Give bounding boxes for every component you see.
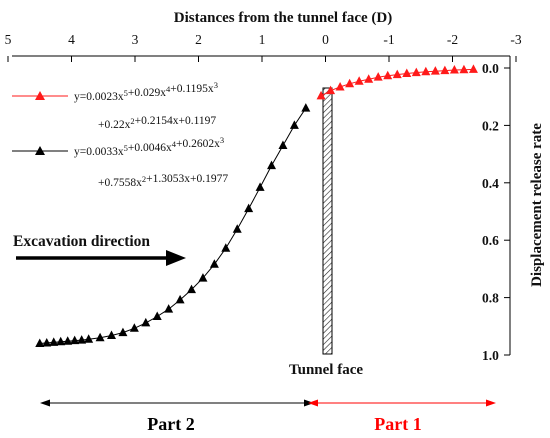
- part2-arrow: [40, 399, 314, 407]
- y-tick-label: 0.0: [482, 61, 499, 76]
- x-tick-label: -2: [447, 32, 458, 47]
- y-tick-label: 0.8: [482, 291, 499, 306]
- tunnel-face-bar: [322, 87, 333, 355]
- y-tick-label: 0.2: [482, 118, 499, 133]
- data-markers: [35, 64, 478, 348]
- data-point-part2: [49, 337, 59, 346]
- data-point-part2: [232, 224, 242, 233]
- y-tick-label: 0.4: [482, 176, 499, 191]
- data-point-part2: [267, 160, 277, 170]
- part2-label: Part 2: [147, 414, 194, 434]
- data-point-part1: [354, 76, 364, 85]
- x-tick-label: 4: [68, 32, 75, 47]
- data-point-part2: [70, 335, 80, 345]
- x-tick-label: 3: [132, 32, 139, 47]
- part1-label: Part 1: [374, 414, 421, 434]
- excavation-arrow-head: [166, 250, 186, 266]
- data-point-part2: [198, 273, 208, 282]
- data-point-part2: [175, 294, 185, 304]
- data-point-part1: [449, 65, 459, 74]
- y-axis-ticks: 0.0 0.2 0.4 0.6 0.8 1.0: [482, 61, 510, 363]
- y-tick-label: 1.0: [482, 348, 499, 363]
- data-point-part1: [459, 64, 469, 74]
- data-point-part2: [255, 182, 265, 191]
- data-point-part2: [244, 203, 254, 213]
- data-point-part2: [209, 259, 219, 268]
- tunnel-face-label: Tunnel face: [289, 362, 363, 378]
- data-point-part2: [35, 338, 45, 348]
- legend: y=0.0023x5+0.029x4+0.1195x3 +0.22x2+0.21…: [12, 80, 228, 189]
- data-point-part1: [326, 85, 336, 95]
- data-point-part1: [345, 78, 355, 88]
- data-point-part1: [411, 67, 421, 77]
- excavation-direction-label: Excavation direction: [13, 233, 150, 250]
- part1-arrow: [308, 399, 496, 407]
- x-tick-label: 0: [322, 32, 329, 47]
- legend-equation-black-2: +0.7558x2+1.3053x+0.1977: [98, 173, 228, 189]
- data-point-part1: [373, 72, 383, 81]
- data-point-part2: [221, 243, 231, 252]
- legend-equation-black-1: y=0.0033x5+0.0046x4+0.2602x3: [74, 135, 224, 158]
- data-point-part2: [129, 323, 139, 332]
- data-point-part1: [316, 90, 326, 100]
- x-tick-label: 2: [195, 32, 202, 47]
- data-point-part1: [440, 65, 450, 75]
- legend-equation-red-2: +0.22x2+0.2154x+0.1197: [98, 115, 216, 131]
- data-point-part2: [77, 335, 87, 344]
- data-point-part1: [402, 68, 412, 77]
- x-tick-label: 1: [259, 32, 266, 47]
- data-point-part2: [187, 284, 197, 294]
- legend-equation-red-1: y=0.0023x5+0.029x4+0.1195x3: [74, 80, 218, 103]
- data-point-part1: [430, 66, 440, 75]
- y-axis-title: Displacement release rate: [529, 123, 545, 287]
- data-point-part1: [383, 70, 393, 80]
- data-point-part2: [95, 332, 105, 342]
- data-point-part1: [335, 81, 345, 91]
- data-point-part1: [364, 74, 374, 83]
- data-point-part2: [141, 317, 151, 327]
- y-tick-label: 0.6: [482, 233, 499, 248]
- data-point-part2: [56, 336, 66, 346]
- data-point-part2: [63, 336, 73, 345]
- data-point-part2: [301, 103, 311, 112]
- data-point-part2: [42, 337, 52, 347]
- legend-marker-black: [35, 146, 45, 155]
- data-point-part2: [84, 334, 94, 343]
- x-axis-title: Distances from the tunnel face (D): [174, 10, 392, 26]
- data-point-part2: [152, 311, 162, 321]
- x-axis-ticks: 5 4 3 2 1 0 -1 -2 -3: [5, 32, 522, 62]
- x-tick-label: -3: [510, 32, 521, 47]
- data-point-part1: [468, 64, 478, 73]
- data-point-part1: [392, 69, 402, 79]
- data-point-part1: [421, 66, 431, 76]
- x-tick-label: -1: [383, 32, 394, 47]
- x-tick-label: 5: [5, 32, 12, 47]
- data-point-part2: [278, 140, 288, 149]
- legend-marker-red: [35, 91, 45, 100]
- data-point-part2: [107, 330, 117, 339]
- data-point-part2: [118, 327, 128, 337]
- data-point-part2: [289, 120, 299, 129]
- data-point-part2: [164, 304, 174, 313]
